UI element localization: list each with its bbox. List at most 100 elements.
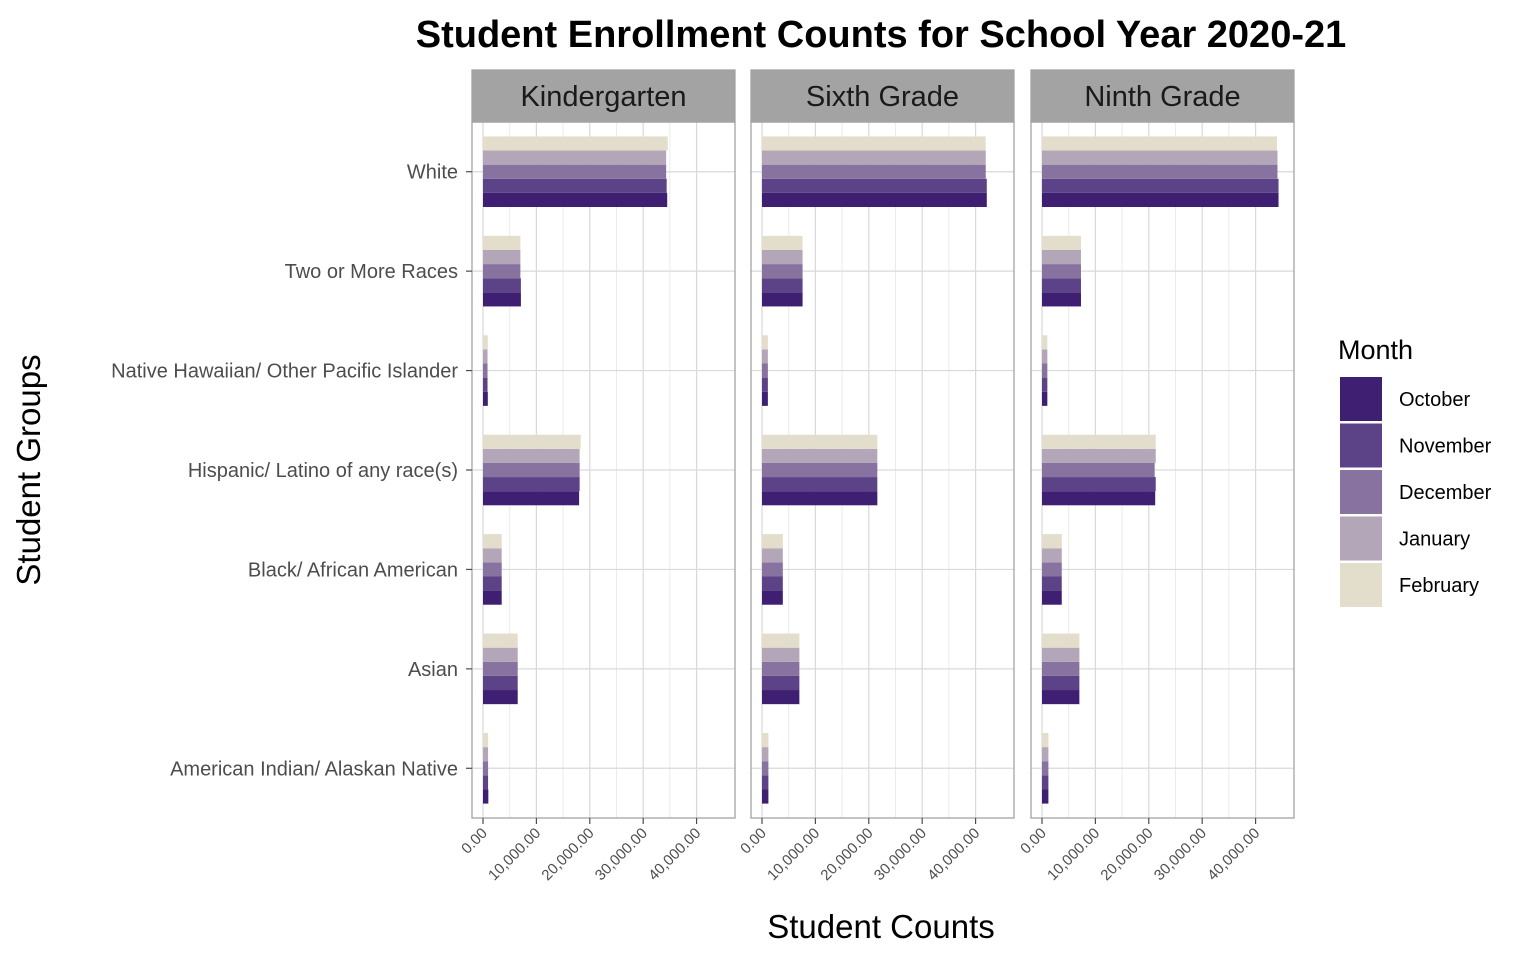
y-tick-label-black-african-american: Black/ African American — [248, 559, 458, 581]
bar-ninth-grade-native-hawaiian-other-pacific-islander-october — [1042, 391, 1048, 406]
strip-background — [1030, 69, 1295, 123]
bar-kindergarten-asian-january — [483, 647, 518, 662]
bar-sixth-grade-two-or-more-races-october — [762, 292, 803, 307]
bar-sixth-grade-black-african-american-october — [762, 590, 783, 605]
bar-kindergarten-native-hawaiian-other-pacific-islander-november — [483, 377, 488, 392]
bar-kindergarten-american-indian-alaskan-native-february — [483, 732, 489, 748]
bar-sixth-grade-hispanic-latino-of-any-race-s-october — [762, 491, 878, 506]
bar-ninth-grade-native-hawaiian-other-pacific-islander-january — [1042, 349, 1048, 364]
bar-ninth-grade-hispanic-latino-of-any-race-s-february — [1042, 434, 1156, 449]
bar-ninth-grade-american-indian-alaskan-native-october — [1042, 789, 1049, 804]
x-tick-label: 40,000.00 — [1204, 825, 1263, 884]
bar-sixth-grade-white-december — [762, 164, 986, 179]
bar-kindergarten-native-hawaiian-other-pacific-islander-october — [483, 391, 488, 406]
bar-sixth-grade-two-or-more-races-january — [762, 249, 803, 265]
y-tick-label-hispanic-latino-of-any-race-s: Hispanic/ Latino of any race(s) — [188, 460, 458, 482]
bar-sixth-grade-white-october — [762, 192, 987, 208]
strip-label: Sixth Grade — [806, 81, 959, 113]
bar-sixth-grade-hispanic-latino-of-any-race-s-december — [762, 462, 878, 478]
bar-sixth-grade-black-african-american-december — [762, 562, 783, 577]
bar-ninth-grade-white-october — [1042, 192, 1279, 208]
bar-ninth-grade-hispanic-latino-of-any-race-s-december — [1042, 462, 1155, 478]
bar-ninth-grade-native-hawaiian-other-pacific-islander-november — [1042, 377, 1048, 392]
bar-kindergarten-two-or-more-races-february — [483, 235, 521, 250]
bar-sixth-grade-american-indian-alaskan-native-november — [762, 775, 769, 790]
bar-kindergarten-hispanic-latino-of-any-race-s-december — [483, 462, 580, 478]
panel-kindergarten: Kindergarten 0.0010,000.0020,000.0030,000… — [458, 69, 736, 884]
panel-ninth-grade: Ninth Grade 0.0010,000.0020,000.0030,000.… — [1017, 69, 1295, 884]
x-tick-label: 40,000.00 — [924, 825, 983, 884]
bar-ninth-grade-white-november — [1042, 178, 1279, 193]
y-axis-title: Student Groups — [10, 354, 47, 585]
bar-kindergarten-white-february — [483, 136, 668, 151]
bar-ninth-grade-hispanic-latino-of-any-race-s-january — [1042, 448, 1156, 463]
legend-swatch-november — [1340, 423, 1382, 468]
bar-sixth-grade-hispanic-latino-of-any-race-s-february — [762, 434, 878, 449]
bar-ninth-grade-white-january — [1042, 150, 1278, 165]
bar-kindergarten-black-african-american-december — [483, 562, 502, 577]
panels: Kindergarten0.0010,000.0020,000.0030,000… — [458, 69, 1295, 884]
x-tick-label: 0.00 — [737, 825, 770, 858]
x-tick-label: 30,000.00 — [1151, 825, 1210, 884]
bar-ninth-grade-black-african-american-january — [1042, 548, 1062, 563]
bar-sixth-grade-native-hawaiian-other-pacific-islander-february — [762, 335, 768, 350]
bar-kindergarten-native-hawaiian-other-pacific-islander-december — [483, 363, 488, 378]
bar-kindergarten-asian-november — [483, 675, 518, 691]
bar-sixth-grade-white-february — [762, 136, 986, 151]
bar-sixth-grade-black-african-american-february — [762, 534, 783, 549]
bar-kindergarten-white-october — [483, 192, 668, 208]
bar-ninth-grade-two-or-more-races-january — [1042, 249, 1081, 265]
legend-swatch-january — [1340, 516, 1382, 561]
bar-kindergarten-native-hawaiian-other-pacific-islander-january — [483, 349, 488, 364]
bar-kindergarten-black-african-american-january — [483, 548, 502, 563]
legend: Month October November December January Febr… — [1338, 335, 1492, 607]
bar-sixth-grade-hispanic-latino-of-any-race-s-january — [762, 448, 878, 463]
x-tick-label: 0.00 — [1017, 825, 1050, 858]
bar-sixth-grade-native-hawaiian-other-pacific-islander-january — [762, 349, 768, 364]
bar-ninth-grade-native-hawaiian-other-pacific-islander-february — [1042, 335, 1048, 350]
bar-sixth-grade-american-indian-alaskan-native-december — [762, 761, 769, 776]
bar-sixth-grade-asian-october — [762, 690, 800, 705]
bar-sixth-grade-native-hawaiian-other-pacific-islander-december — [762, 363, 768, 378]
bar-kindergarten-white-november — [483, 178, 667, 193]
bar-sixth-grade-asian-november — [762, 675, 800, 691]
bar-sixth-grade-asian-december — [762, 661, 800, 676]
bar-sixth-grade-white-january — [762, 150, 986, 165]
legend-label-december: December — [1399, 482, 1492, 504]
strip-label: Kindergarten — [520, 81, 686, 113]
x-axis-title: Student Counts — [767, 908, 995, 945]
bar-kindergarten-asian-october — [483, 690, 518, 705]
y-tick-label-american-indian-alaskan-native: American Indian/ Alaskan Native — [170, 758, 458, 780]
bar-kindergarten-two-or-more-races-january — [483, 249, 521, 265]
bar-ninth-grade-hispanic-latino-of-any-race-s-october — [1042, 491, 1156, 506]
bar-kindergarten-black-african-american-october — [483, 590, 502, 605]
bar-kindergarten-american-indian-alaskan-native-november — [483, 775, 489, 790]
legend-label-november: November — [1399, 436, 1492, 458]
legend-swatch-february — [1340, 563, 1382, 607]
bar-ninth-grade-two-or-more-races-october — [1042, 292, 1081, 307]
x-tick-label: 30,000.00 — [592, 825, 651, 884]
bar-ninth-grade-black-african-american-december — [1042, 562, 1062, 577]
legend-label-october: October — [1399, 389, 1470, 411]
bar-sixth-grade-american-indian-alaskan-native-february — [762, 732, 769, 748]
bar-ninth-grade-two-or-more-races-december — [1042, 264, 1081, 279]
bar-ninth-grade-black-african-american-november — [1042, 576, 1062, 591]
bar-sixth-grade-black-african-american-november — [762, 576, 783, 591]
bar-ninth-grade-asian-november — [1042, 675, 1080, 691]
legend-swatch-december — [1340, 470, 1382, 514]
bar-sixth-grade-two-or-more-races-november — [762, 278, 803, 293]
strip-label: Ninth Grade — [1084, 81, 1240, 113]
y-tick-label-asian: Asian — [408, 659, 458, 681]
bar-sixth-grade-hispanic-latino-of-any-race-s-november — [762, 477, 878, 492]
bar-ninth-grade-american-indian-alaskan-native-january — [1042, 747, 1049, 762]
x-tick-label: 10,000.00 — [485, 825, 544, 884]
bar-ninth-grade-white-december — [1042, 164, 1278, 179]
panel-sixth-grade: Sixth Grade 0.0010,000.0020,000.0030,000.… — [737, 69, 1015, 884]
bar-kindergarten-black-african-american-november — [483, 576, 502, 591]
bar-kindergarten-asian-december — [483, 661, 518, 676]
strip-background — [750, 69, 1015, 123]
x-tick-label: 20,000.00 — [1097, 825, 1156, 884]
legend-title: Month — [1338, 335, 1413, 365]
bar-sixth-grade-american-indian-alaskan-native-october — [762, 789, 769, 804]
bar-kindergarten-american-indian-alaskan-native-december — [483, 761, 489, 776]
